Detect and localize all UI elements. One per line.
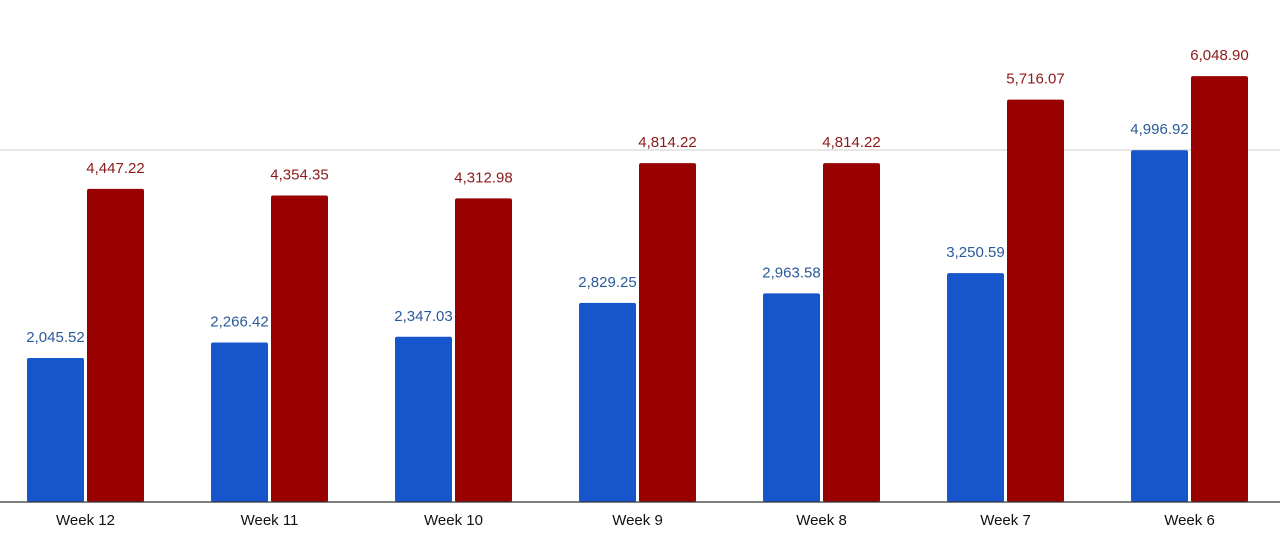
- bar-series-2-week-7: [1007, 99, 1064, 502]
- x-tick-label-week-10: Week 10: [424, 512, 483, 529]
- bar-series-1-week-11: [211, 342, 268, 502]
- data-labels: 2,045.52 4,447.22 2,266.42 4,354.35 2,347.03…: [26, 47, 1248, 346]
- x-tick-label-week-11: Week 11: [241, 512, 299, 529]
- data-label-series-2-week-10: 4,312.98: [454, 169, 512, 186]
- data-label-series-1-week-10: 2,347.03: [394, 308, 452, 325]
- data-label-series-1-week-7: 3,250.59: [946, 244, 1004, 261]
- data-label-series-1-week-8: 2,963.58: [762, 264, 820, 281]
- data-label-series-1-week-6: 4,996.92: [1130, 121, 1188, 138]
- x-axis-tick-labels: Week 12 Week 11 Week 10 Week 9 Week 8 Week 7 W…: [56, 512, 1215, 529]
- bar-series-2-week-12: [87, 188, 144, 502]
- data-label-series-2-week-12: 4,447.22: [86, 160, 144, 177]
- bar-series-1-week-12: [27, 357, 84, 502]
- x-tick-label-week-8: Week 8: [796, 512, 847, 529]
- bar-series-1-week-7: [947, 273, 1004, 502]
- data-label-series-1-week-11: 2,266.42: [210, 313, 268, 330]
- bar-series-1-week-6: [1131, 150, 1188, 502]
- bar-series-1-week-8: [763, 293, 820, 502]
- x-tick-label-week-9: Week 9: [612, 512, 663, 529]
- bar-series-1-week-9: [579, 302, 636, 502]
- data-label-series-2-week-8: 4,814.22: [822, 134, 880, 151]
- bar-series-1-week-10: [395, 336, 452, 502]
- bar-series-2-week-10: [455, 198, 512, 502]
- data-label-series-2-week-11: 4,354.35: [270, 166, 328, 183]
- bar-series-2-week-6: [1191, 76, 1248, 502]
- bar-series-2-week-9: [639, 163, 696, 502]
- data-label-series-2-week-9: 4,814.22: [638, 134, 696, 151]
- data-label-series-2-week-6: 6,048.90: [1190, 47, 1248, 64]
- data-label-series-1-week-12: 2,045.52: [26, 329, 84, 346]
- x-tick-label-week-6: Week 6: [1164, 512, 1215, 529]
- bar-series-2-week-11: [271, 195, 328, 502]
- x-tick-label-week-12: Week 12: [56, 512, 115, 529]
- data-label-series-2-week-7: 5,716.07: [1006, 71, 1064, 88]
- bars: [27, 76, 1248, 502]
- data-label-series-1-week-9: 2,829.25: [578, 274, 636, 291]
- bar-series-2-week-8: [823, 163, 880, 502]
- x-tick-label-week-7: Week 7: [980, 512, 1031, 529]
